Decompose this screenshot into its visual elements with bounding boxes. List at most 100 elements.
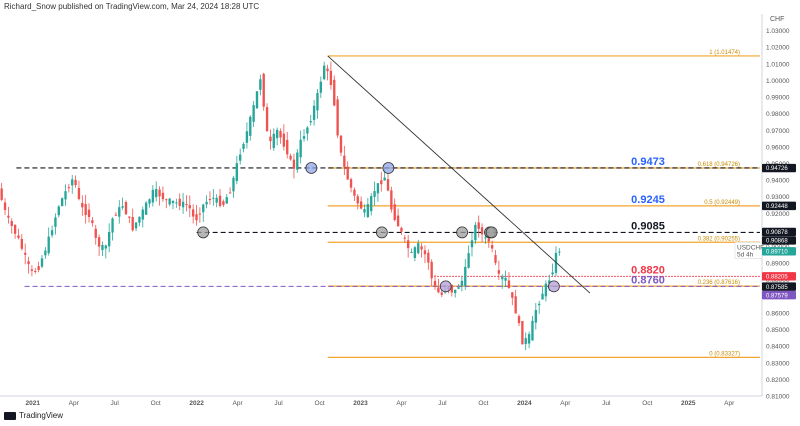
candle-body xyxy=(390,190,393,210)
x-tick-label: Apr xyxy=(69,400,80,407)
candle-body xyxy=(299,139,302,158)
candle-body xyxy=(353,189,356,196)
candle-body xyxy=(64,191,67,200)
price-tag xyxy=(762,272,796,281)
price-tag-label: 0.89710 xyxy=(766,250,788,256)
y-tick-label: 0.81000 xyxy=(766,394,790,401)
candle-body xyxy=(393,204,396,221)
candle-body xyxy=(208,199,212,201)
candle-body xyxy=(302,136,306,139)
y-tick-label: 1.02000 xyxy=(766,45,790,52)
candle-body xyxy=(336,99,339,136)
candle-body xyxy=(30,269,34,271)
x-tick-label: Jul xyxy=(274,400,283,407)
candle-body xyxy=(527,334,531,344)
x-tick-label: Oct xyxy=(478,400,488,407)
touch-point-marker xyxy=(382,162,395,174)
fib-level-label: 0 (0.83327) xyxy=(709,351,740,357)
candle-body xyxy=(141,209,144,220)
price-tag-label: 0.87585 xyxy=(766,285,788,291)
key-level-label: 0.9473 xyxy=(631,156,665,168)
candle-body xyxy=(430,261,433,279)
candle-body xyxy=(67,187,71,189)
key-level-label: 0.9245 xyxy=(631,194,665,206)
y-tick-label: 0.98000 xyxy=(766,111,790,118)
key-level-label: 0.8820 xyxy=(631,264,665,276)
candle-body xyxy=(514,296,517,314)
candle-body xyxy=(470,240,474,248)
price-tag-label: 0.92448 xyxy=(766,204,788,210)
x-tick-label: 2022 xyxy=(189,400,204,407)
candle-body xyxy=(259,79,262,90)
price-tag xyxy=(762,282,796,291)
candle-body xyxy=(87,209,91,218)
candle-body xyxy=(265,107,269,132)
candle-body xyxy=(128,216,131,218)
touch-point-marker xyxy=(375,226,388,239)
candle-body xyxy=(215,197,218,203)
trendline xyxy=(327,55,591,294)
x-tick-label: 2025 xyxy=(681,400,696,407)
candle-body xyxy=(74,179,77,186)
candle-body xyxy=(60,198,64,207)
candle-body xyxy=(269,136,272,142)
candle-body xyxy=(386,179,390,191)
candle-body xyxy=(356,196,359,204)
candle-body xyxy=(497,270,501,274)
y-tick-label: 0.84000 xyxy=(766,344,790,351)
candle-body xyxy=(108,231,111,247)
candle-body xyxy=(225,197,228,204)
candle-body xyxy=(151,189,155,203)
candle-body xyxy=(396,215,400,227)
candle-body xyxy=(168,198,171,205)
candle-body xyxy=(34,270,37,273)
candle-body xyxy=(81,202,84,208)
candle-body xyxy=(306,127,309,134)
x-tick-label: Oct xyxy=(151,400,161,407)
candle-body xyxy=(343,155,346,167)
candle-body xyxy=(235,163,239,182)
candle-body xyxy=(282,133,286,147)
candle-body xyxy=(131,217,134,231)
y-tick-label: 0.96000 xyxy=(766,144,790,151)
candle-body xyxy=(309,121,312,123)
candle-body xyxy=(279,130,282,138)
candle-body xyxy=(10,221,13,226)
candle-body xyxy=(104,245,107,249)
candle-body xyxy=(198,213,202,215)
candle-body xyxy=(84,204,87,215)
candle-body xyxy=(551,272,554,275)
x-tick-label: Apr xyxy=(724,400,735,407)
candle-body xyxy=(433,280,437,286)
candle-body xyxy=(175,202,178,204)
candle-body xyxy=(111,218,114,233)
touch-point-marker xyxy=(439,280,452,293)
candle-body xyxy=(71,179,74,186)
candle-body xyxy=(124,201,128,215)
candle-body xyxy=(114,214,118,216)
y-tick-label: 1.01000 xyxy=(766,61,790,68)
price-tag-label: 0.94726 xyxy=(766,166,788,172)
candle-body xyxy=(222,201,225,205)
candle-body xyxy=(548,280,551,284)
candle-body xyxy=(50,230,54,236)
candle-body xyxy=(417,243,420,254)
y-tick-label: 0.85000 xyxy=(766,327,790,334)
candle-body xyxy=(454,289,457,294)
candle-body xyxy=(178,198,181,206)
candle-body xyxy=(363,209,366,213)
tradingview-logo[interactable]: TradingView xyxy=(4,411,63,420)
candle-body xyxy=(155,189,158,198)
tradingview-logo-text: TradingView xyxy=(19,411,64,420)
candle-body xyxy=(477,222,480,229)
candle-body xyxy=(292,159,296,169)
candle-body xyxy=(138,216,141,223)
key-level-label: 0.8760 xyxy=(631,274,665,286)
candle-body xyxy=(339,135,343,153)
candle-body xyxy=(17,235,20,238)
x-tick-label: 2024 xyxy=(517,400,532,407)
candle-body xyxy=(326,68,329,72)
candle-body xyxy=(538,303,541,306)
